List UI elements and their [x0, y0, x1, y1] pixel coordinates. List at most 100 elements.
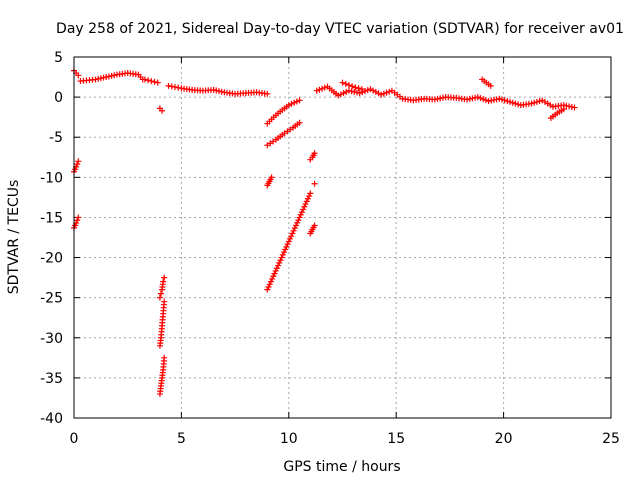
data-point	[159, 107, 166, 114]
data-point	[151, 78, 158, 85]
data-point	[490, 96, 497, 103]
data-point	[337, 91, 344, 98]
data-point	[289, 230, 296, 237]
y-tick-label: 0	[54, 90, 63, 106]
data-point	[264, 90, 271, 97]
data-point	[156, 294, 163, 301]
data-point	[351, 88, 358, 95]
data-point	[431, 96, 438, 103]
data-point	[271, 270, 278, 277]
data-point	[141, 76, 148, 83]
data-point	[273, 265, 280, 272]
data-point	[566, 103, 573, 110]
data-point	[296, 97, 303, 104]
data-point	[356, 90, 363, 97]
data-point	[161, 274, 168, 281]
data-point	[278, 254, 285, 261]
data-point	[342, 80, 349, 87]
data-point	[284, 241, 291, 248]
y-tick-label: -20	[40, 251, 63, 267]
data-point	[437, 95, 444, 102]
data-point	[378, 91, 385, 98]
data-point	[493, 96, 500, 103]
data-point	[175, 84, 182, 91]
y-tick-label: -15	[40, 210, 63, 226]
chart-title: Day 258 of 2021, Sidereal Day-to-day VTE…	[56, 21, 624, 37]
data-point	[95, 75, 102, 82]
data-point	[345, 82, 352, 89]
data-point	[157, 290, 164, 297]
data-point	[307, 190, 314, 197]
data-point	[272, 267, 279, 274]
data-point	[218, 88, 225, 95]
data-point	[340, 90, 347, 97]
data-point	[472, 94, 479, 101]
data-point	[105, 73, 112, 80]
x-tick-label: 10	[280, 431, 298, 447]
data-point	[275, 262, 282, 269]
data-point	[349, 83, 356, 90]
data-point	[352, 84, 359, 91]
data-point	[74, 161, 81, 168]
data-point	[300, 206, 307, 213]
data-point	[97, 75, 104, 82]
data-point	[485, 98, 492, 105]
data-point	[439, 94, 446, 101]
data-point	[488, 97, 495, 104]
data-point	[279, 251, 286, 258]
data-point	[75, 158, 82, 165]
data-point	[498, 96, 505, 103]
data-point	[294, 219, 301, 226]
data-point	[343, 88, 350, 95]
data-point	[276, 259, 283, 266]
data-point	[282, 246, 289, 253]
data-point	[302, 201, 309, 208]
data-point	[306, 193, 313, 200]
data-point	[277, 257, 284, 264]
data-point	[380, 90, 387, 97]
data-point	[161, 298, 168, 305]
data-point	[281, 249, 288, 256]
data-point	[531, 99, 538, 106]
data-point	[303, 198, 310, 205]
data-point	[301, 203, 308, 210]
data-point	[321, 84, 328, 91]
data-point	[563, 102, 570, 109]
data-point	[210, 86, 217, 93]
data-point	[364, 87, 371, 94]
x-tick-label: 15	[387, 431, 405, 447]
grid-layer	[74, 57, 611, 418]
data-point	[288, 233, 295, 240]
data-point	[297, 211, 304, 218]
y-tick-label: -30	[40, 331, 63, 347]
data-point	[270, 273, 277, 280]
plot-frame	[73, 56, 612, 419]
data-point	[267, 278, 274, 285]
data-point	[100, 74, 107, 81]
data-point	[515, 101, 522, 108]
data-point	[304, 195, 311, 202]
data-point	[291, 225, 298, 232]
data-point	[362, 88, 369, 95]
data-point	[311, 222, 318, 229]
data-point	[533, 98, 540, 105]
data-point	[171, 84, 178, 91]
x-tick-label: 20	[495, 431, 513, 447]
data-point	[335, 92, 342, 99]
data-point	[75, 72, 82, 79]
data-point	[560, 106, 567, 113]
data-point	[145, 77, 152, 84]
data-point	[268, 174, 275, 181]
data-point	[264, 286, 271, 293]
x-tick-label: 0	[70, 431, 79, 447]
data-point	[213, 87, 220, 94]
data-point	[487, 82, 494, 89]
data-point	[74, 217, 81, 224]
data-point	[477, 95, 484, 102]
data-point	[353, 89, 360, 96]
data-point	[161, 354, 168, 361]
y-tick-label: -40	[40, 411, 63, 427]
data-point	[358, 86, 365, 93]
data-point	[509, 99, 516, 106]
